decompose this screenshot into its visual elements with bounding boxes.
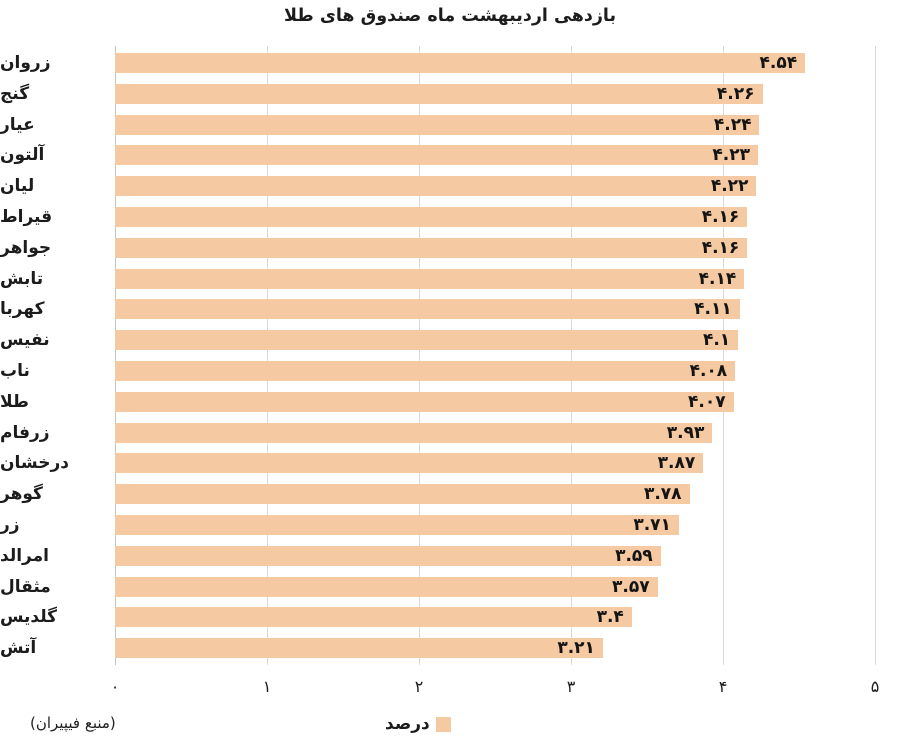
bar — [115, 391, 734, 412]
chart-title: بازدهی اردیبهشت ماه صندوق های طلا — [283, 6, 617, 26]
value-label: ۳.۷۱ — [633, 515, 671, 535]
category-label: قیراط — [0, 207, 53, 227]
value-label: ۴.۱۶ — [701, 237, 740, 258]
gridline — [571, 46, 572, 665]
value-label: ۴.۲۲ — [710, 176, 749, 197]
category-label: امرالد — [0, 545, 49, 566]
category-label: جواهر — [0, 237, 52, 258]
x-tick-label: ۳ — [566, 677, 576, 696]
legend-swatch — [435, 716, 451, 732]
category-label: زروان — [0, 53, 51, 73]
value-label: ۴.۲۳ — [712, 145, 750, 166]
y-axis-line — [115, 46, 116, 665]
category-label: تابش — [0, 268, 44, 289]
bar — [115, 484, 690, 505]
source-note: (منبع فیپیران) — [30, 714, 116, 732]
category-label: مثقال — [0, 576, 51, 597]
bar — [115, 207, 748, 227]
gridline — [723, 46, 724, 665]
value-label: ۳.۵۷ — [612, 576, 650, 597]
category-label: زرفام — [0, 422, 50, 443]
category-label: کهربا — [0, 299, 45, 320]
bar — [115, 237, 748, 258]
value-label: ۴.۱ — [702, 330, 731, 351]
x-tick-label: ۵ — [870, 677, 880, 696]
category-label: گنج — [0, 83, 30, 104]
x-tick-label: ۲ — [414, 677, 424, 696]
value-label: ۴.۲۶ — [716, 83, 755, 104]
value-label: ۳.۲۱ — [557, 638, 595, 659]
value-label: ۳.۹۳ — [666, 422, 705, 443]
category-label: ناب — [0, 361, 30, 381]
gridline — [875, 46, 876, 665]
category-axis: زروان گنج عیار آلتون لیان قیراط جواهر تابش کهربا… — [0, 48, 107, 664]
value-label: ۳.۵۹ — [615, 545, 653, 566]
value-label: ۴.۰۷ — [688, 391, 726, 412]
value-label: ۴.۰۸ — [689, 361, 728, 381]
category-label: آتش — [0, 638, 37, 659]
bar — [115, 453, 704, 474]
category-label: طلا — [0, 391, 29, 412]
category-label: گوهر — [0, 484, 43, 505]
x-tick-label: ۰ — [110, 677, 120, 696]
plot-area: ۴.۵۴ ۴.۲۶ ۴.۲۴ ۴.۲۳ ۴.۲۲ ۴.۱۶ ۴.۱۶ ۴.۱۴ ۴.۱۱ ۴.۱ ۴… — [115, 46, 876, 665]
bar — [115, 576, 658, 597]
value-label: ۳.۴ — [596, 607, 624, 628]
bar — [115, 299, 740, 320]
category-label: آلتون — [0, 145, 45, 166]
value-label: ۳.۸۷ — [657, 453, 696, 474]
x-tick-label: ۴ — [718, 677, 728, 696]
bar — [115, 83, 763, 104]
bar — [115, 361, 736, 381]
gridline — [267, 46, 268, 665]
value-label: ۴.۲۴ — [713, 114, 752, 135]
value-label: ۴.۵۴ — [759, 53, 798, 73]
bar — [115, 330, 739, 351]
bar — [115, 607, 632, 628]
category-label: درخشان — [0, 453, 69, 474]
category-label: لیان — [0, 176, 35, 197]
category-label: گلدیس — [0, 607, 58, 628]
bar — [115, 422, 713, 443]
value-label: ۴.۱۶ — [701, 207, 740, 227]
bar — [115, 638, 603, 659]
bar — [115, 515, 679, 535]
category-label: نفیس — [0, 330, 50, 351]
category-label: زر — [0, 515, 20, 535]
legend-label: درصد — [385, 714, 430, 734]
value-label: ۴.۱۴ — [698, 268, 737, 289]
bar — [115, 145, 758, 166]
bar — [115, 268, 745, 289]
bar — [115, 545, 661, 566]
bar — [115, 53, 806, 73]
bar — [115, 176, 757, 197]
legend: درصد — [385, 714, 451, 734]
category-label: عیار — [0, 114, 35, 135]
bar — [115, 114, 760, 135]
value-label: ۳.۷۸ — [643, 484, 682, 505]
gridline — [419, 46, 420, 665]
value-label: ۴.۱۱ — [694, 299, 732, 320]
x-tick-label: ۱ — [262, 677, 272, 696]
x-axis: ۰ ۱ ۲ ۳ ۴ ۵ — [111, 676, 880, 700]
